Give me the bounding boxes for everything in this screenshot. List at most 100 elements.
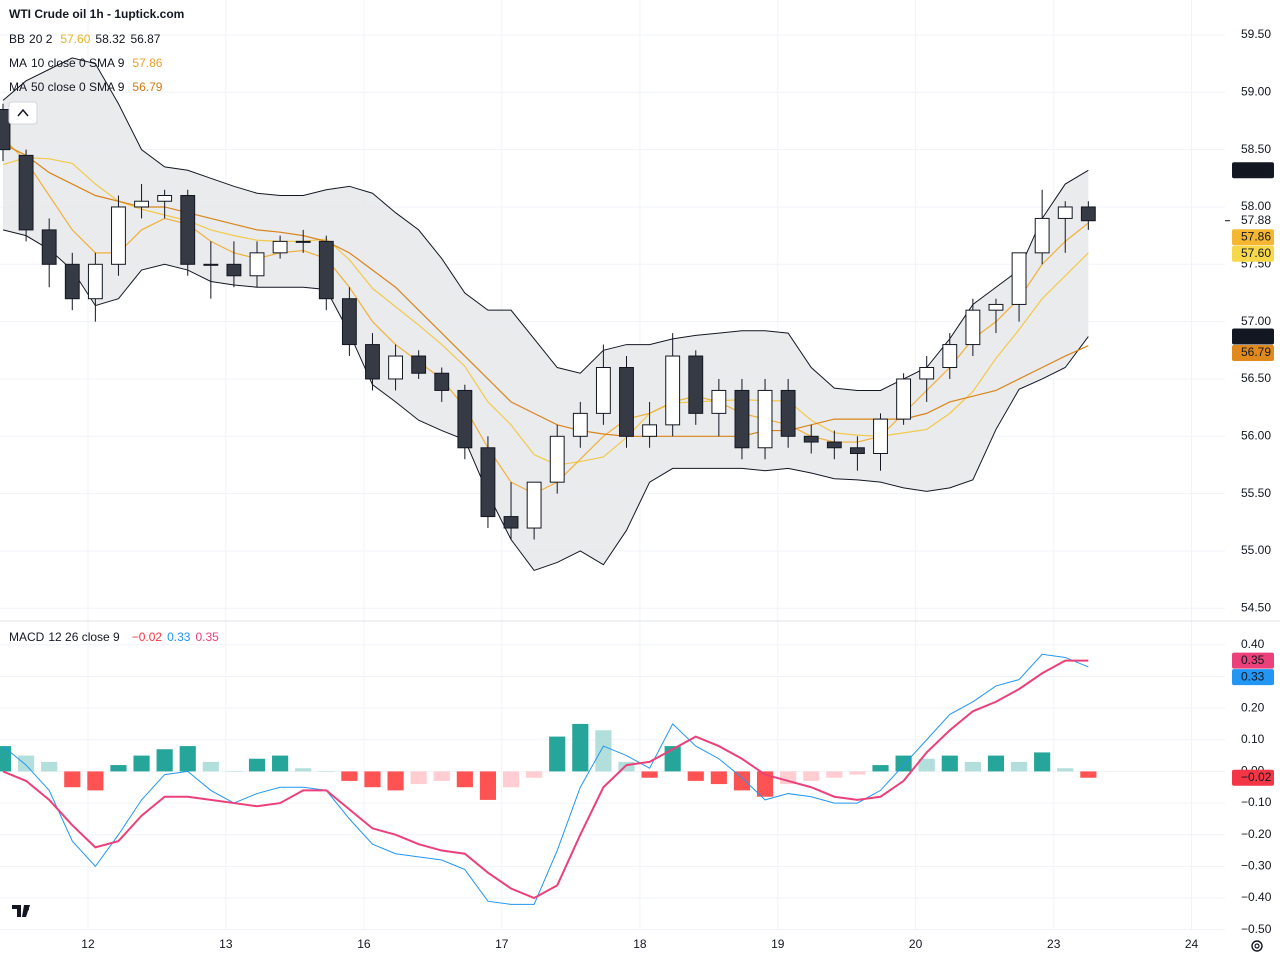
histogram-bar xyxy=(987,755,1005,772)
histogram-bar xyxy=(941,755,958,772)
y-tick-label: 54.50 xyxy=(1241,600,1271,614)
last-price-label: 57.88 xyxy=(1241,213,1271,227)
candle-body xyxy=(711,389,727,414)
legend-params: 20 2 xyxy=(29,32,53,46)
y-tick-label: 59.50 xyxy=(1241,27,1271,41)
x-tick-label: 19 xyxy=(771,937,785,951)
legend-name: MACD xyxy=(9,630,45,644)
histogram-bar xyxy=(456,771,473,788)
logo[interactable] xyxy=(12,905,30,917)
candle-body xyxy=(572,412,588,437)
histogram-bar xyxy=(595,730,612,772)
histogram-bar xyxy=(526,771,543,778)
legend-value: 58.32 xyxy=(95,32,125,46)
y-tick-label: 58.00 xyxy=(1241,199,1271,213)
histogram-bar xyxy=(433,771,450,781)
axis-marker xyxy=(1232,229,1274,246)
histogram-bar xyxy=(549,736,566,772)
candle-body xyxy=(826,441,842,449)
axis-marker-label: 56.87 xyxy=(1241,329,1271,343)
histogram-bar xyxy=(318,771,335,772)
candle-body xyxy=(642,424,658,437)
histogram-bar xyxy=(272,755,289,772)
y-tick-label: 55.50 xyxy=(1241,486,1271,500)
candle-body xyxy=(1080,206,1096,222)
histogram-bar xyxy=(572,723,589,772)
histogram-bar xyxy=(803,771,820,781)
axis-marker-label: 0.33 xyxy=(1241,669,1265,683)
histogram-bar xyxy=(0,746,12,772)
y-tick-label: 0.40 xyxy=(1241,637,1265,651)
candle-body xyxy=(734,389,750,449)
candle-body xyxy=(503,516,519,529)
legend-value: 0.33 xyxy=(167,630,191,644)
histogram-bar xyxy=(872,765,889,772)
candle-body xyxy=(87,263,103,300)
settings-button[interactable] xyxy=(1251,940,1263,952)
histogram-bar xyxy=(225,771,243,772)
y-tick-label: 55.00 xyxy=(1241,543,1271,557)
y-tick-label: 0.10 xyxy=(1241,732,1265,746)
axis-marker xyxy=(1232,162,1274,179)
histogram-bar xyxy=(64,771,81,788)
candle-body xyxy=(780,389,796,437)
candle-body xyxy=(388,355,403,380)
candle-body xyxy=(111,206,126,265)
histogram-bar xyxy=(479,771,497,800)
candle-body xyxy=(1034,217,1050,254)
histogram-bar xyxy=(964,761,981,772)
x-tick-label: 20 xyxy=(909,937,923,951)
macd-line xyxy=(2,653,1089,905)
axis-marker xyxy=(1232,345,1274,362)
x-tick-label: 18 xyxy=(633,937,647,951)
candle-body xyxy=(341,298,357,346)
candle-body xyxy=(41,229,57,265)
y-tick-label: 59.00 xyxy=(1241,84,1271,98)
legend-value: 57.60 xyxy=(60,32,90,46)
histogram-bar xyxy=(1010,761,1028,772)
candle-body xyxy=(157,195,173,202)
candle-body xyxy=(203,263,219,266)
axis-marker-label: 58.32 xyxy=(1241,162,1271,176)
histogram-bar xyxy=(87,771,104,791)
histogram-bar xyxy=(341,771,358,781)
candle-body xyxy=(942,344,958,369)
histogram-bar xyxy=(179,746,196,772)
candle-body xyxy=(64,263,80,300)
y-tick-label: 57.00 xyxy=(1241,314,1271,328)
histogram-bar xyxy=(133,755,150,772)
candle-body xyxy=(919,367,935,380)
axis-marker-label: 56.79 xyxy=(1241,345,1271,359)
axis-marker-label: 57.60 xyxy=(1241,246,1271,260)
legend-value: 0.35 xyxy=(195,630,219,644)
y-tick-label: 56.50 xyxy=(1241,371,1271,385)
histogram-bar xyxy=(826,771,843,778)
candle-body xyxy=(18,154,34,231)
histogram-bar xyxy=(618,761,635,772)
candle-body xyxy=(688,355,704,414)
histogram-bar xyxy=(918,758,935,772)
histogram-bar xyxy=(895,755,912,772)
legend-row: MACD 12 26 close 9 −0.02 0.33 0.35 xyxy=(9,630,219,644)
candle-body xyxy=(896,378,912,420)
histogram-bar xyxy=(756,771,774,797)
histogram-bar xyxy=(41,761,58,772)
candle-body xyxy=(480,447,496,518)
chart-title: WTI Crude oil 1h - 1uptick.com xyxy=(9,7,184,21)
logo-mark xyxy=(12,905,30,917)
histogram-bar xyxy=(710,771,727,785)
axis-marker-label: 0.35 xyxy=(1241,653,1265,667)
candle-body xyxy=(0,109,11,151)
legend-row: MA 50 close 0 SMA 9 56.79 xyxy=(9,80,163,94)
band-upper xyxy=(2,57,1089,391)
axis-marker-label: −0.02 xyxy=(1241,770,1272,784)
candle-body xyxy=(849,447,865,455)
candle-body xyxy=(457,389,473,449)
candle-body xyxy=(226,263,242,277)
histogram-bar xyxy=(733,771,751,791)
histogram-bar xyxy=(687,771,704,781)
collapse-button[interactable] xyxy=(8,101,38,125)
y-tick-label: 0.20 xyxy=(1241,700,1265,714)
